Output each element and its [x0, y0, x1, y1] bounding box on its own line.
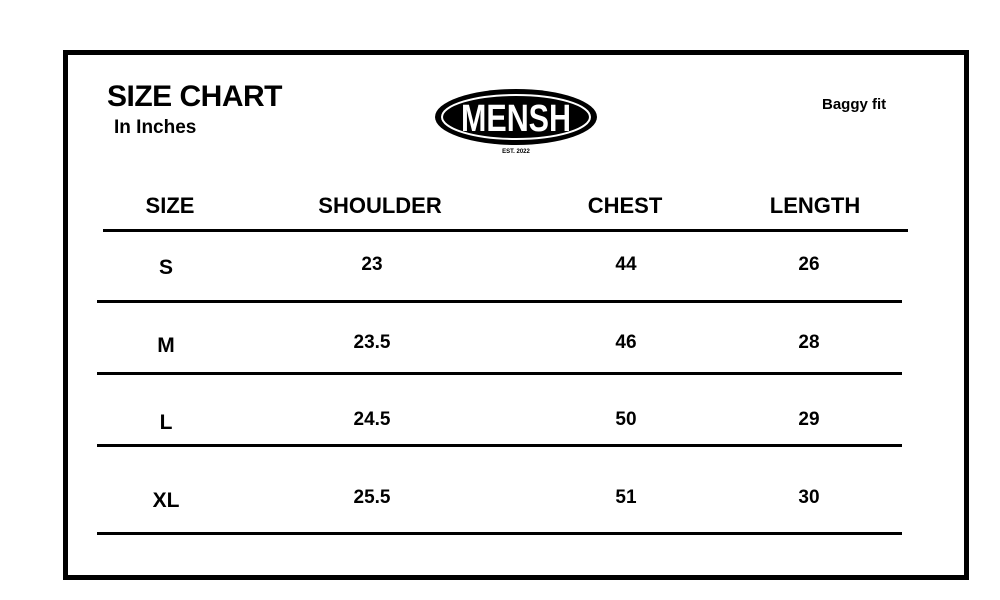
measurement-cell: 25.5	[353, 487, 391, 508]
measurement-cell: 24.5	[353, 409, 391, 430]
measurement-cell: 51	[615, 487, 637, 508]
measurement-cell: 44	[615, 254, 637, 275]
unit-label: In Inches	[114, 117, 197, 138]
column-header: SHOULDER	[318, 193, 442, 218]
fit-label: Baggy fit	[822, 96, 887, 113]
column-header: LENGTH	[769, 193, 861, 218]
brand-logo: MENSH EST. 2022	[435, 89, 597, 155]
row-divider	[97, 300, 902, 303]
page-title: SIZE CHART	[107, 80, 283, 113]
size-cell: M	[157, 334, 175, 357]
measurement-cell: 46	[615, 332, 637, 353]
row-divider	[97, 444, 902, 447]
row-divider	[103, 229, 908, 232]
row-divider	[97, 532, 902, 535]
measurement-cell: 29	[798, 409, 820, 430]
size-chart-frame	[63, 50, 969, 580]
row-divider	[97, 372, 902, 375]
measurement-cell: 23	[361, 254, 383, 275]
size-cell: S	[158, 256, 174, 279]
column-header: SIZE	[145, 193, 195, 218]
measurement-cell: 30	[798, 487, 820, 508]
svg-text:EST. 2022: EST. 2022	[502, 149, 530, 155]
size-cell: XL	[152, 489, 180, 512]
size-cell: L	[159, 411, 173, 434]
measurement-cell: 50	[615, 409, 637, 430]
measurement-cell: 23.5	[353, 332, 391, 353]
measurement-cell: 28	[798, 332, 820, 353]
svg-text:MENSH: MENSH	[461, 98, 571, 140]
measurement-cell: 26	[798, 254, 820, 275]
column-header: CHEST	[587, 193, 663, 218]
